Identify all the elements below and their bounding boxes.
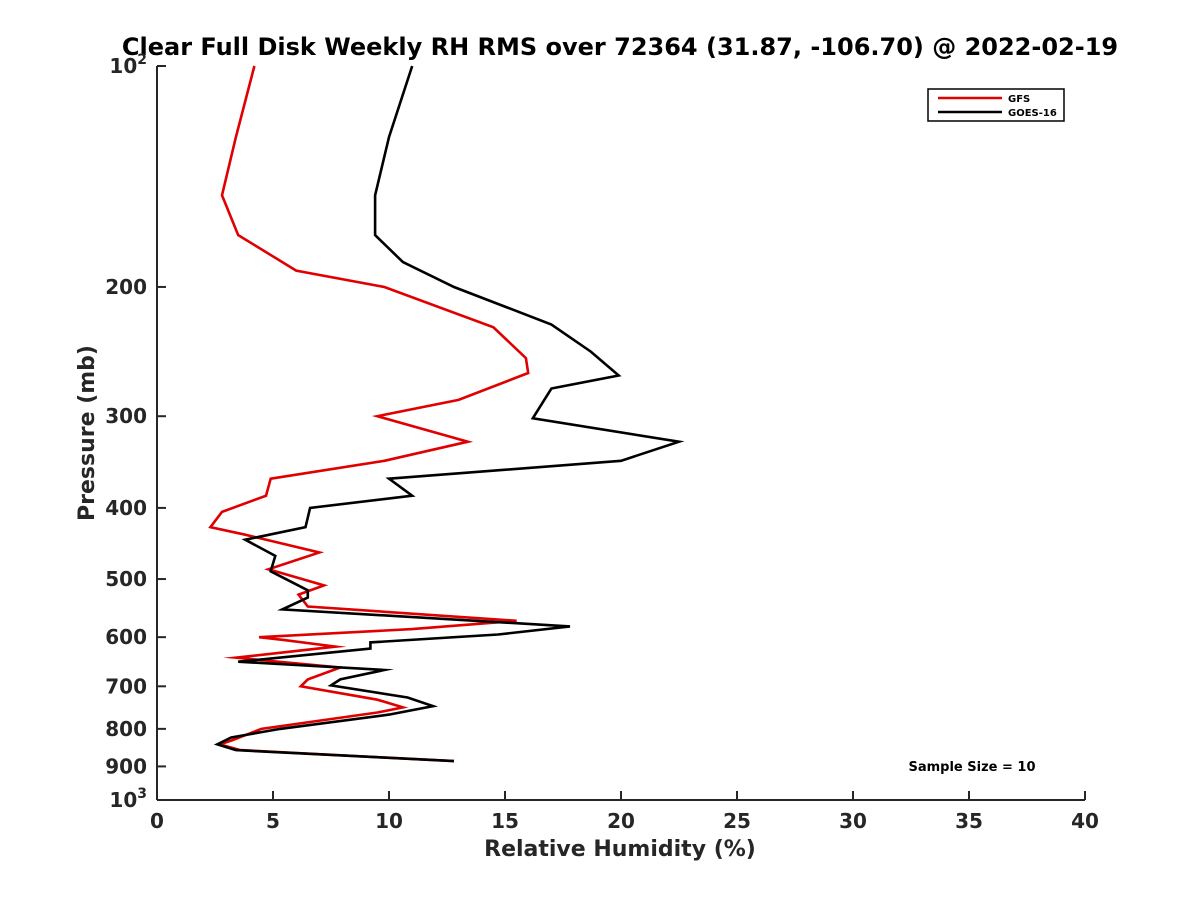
x-tick-label: 15	[491, 809, 519, 833]
y-tick-label: 300	[105, 404, 147, 428]
x-axis-title: Relative Humidity (%)	[484, 837, 756, 862]
y-tick-label: 900	[105, 754, 147, 778]
x-tick-label: 0	[150, 809, 164, 833]
series-line-goes-16	[213, 65, 685, 763]
x-tick-label: 30	[839, 809, 867, 833]
y-tick-label: 200	[105, 275, 147, 299]
x-tick-label: 5	[266, 809, 280, 833]
legend-label-goes-16: GOES-16	[1008, 108, 1057, 119]
legend: GFS GOES-16	[927, 88, 1065, 122]
y-tick-label: 102	[109, 52, 147, 78]
x-tick-label: 40	[1071, 809, 1099, 833]
y-tick-label: 800	[105, 717, 147, 741]
x-tick-label: 20	[607, 809, 635, 833]
y-tick-label: 500	[105, 567, 147, 591]
x-tick-label: 25	[723, 809, 751, 833]
x-tick-label: 35	[955, 809, 983, 833]
y-tick-label: 103	[109, 786, 147, 812]
legend-label-gfs: GFS	[1008, 94, 1030, 105]
axes-group: 0 5 10 15 20 25 30 35 40 102 200 300 400 500 600 700 800…	[105, 52, 1099, 833]
y-tick-label: 700	[105, 674, 147, 698]
x-tick-label: 10	[375, 809, 403, 833]
y-axis-title: Pressure (mb)	[75, 345, 100, 521]
legend-box	[927, 88, 1065, 122]
series-line-gfs	[208, 65, 530, 763]
sample-size-annotation: Sample Size = 10	[908, 760, 1035, 775]
chart-title: Clear Full Disk Weekly RH RMS over 72364…	[122, 33, 1118, 61]
series-layer	[208, 65, 685, 763]
y-tick-label: 400	[105, 496, 147, 520]
y-tick-label: 600	[105, 625, 147, 649]
